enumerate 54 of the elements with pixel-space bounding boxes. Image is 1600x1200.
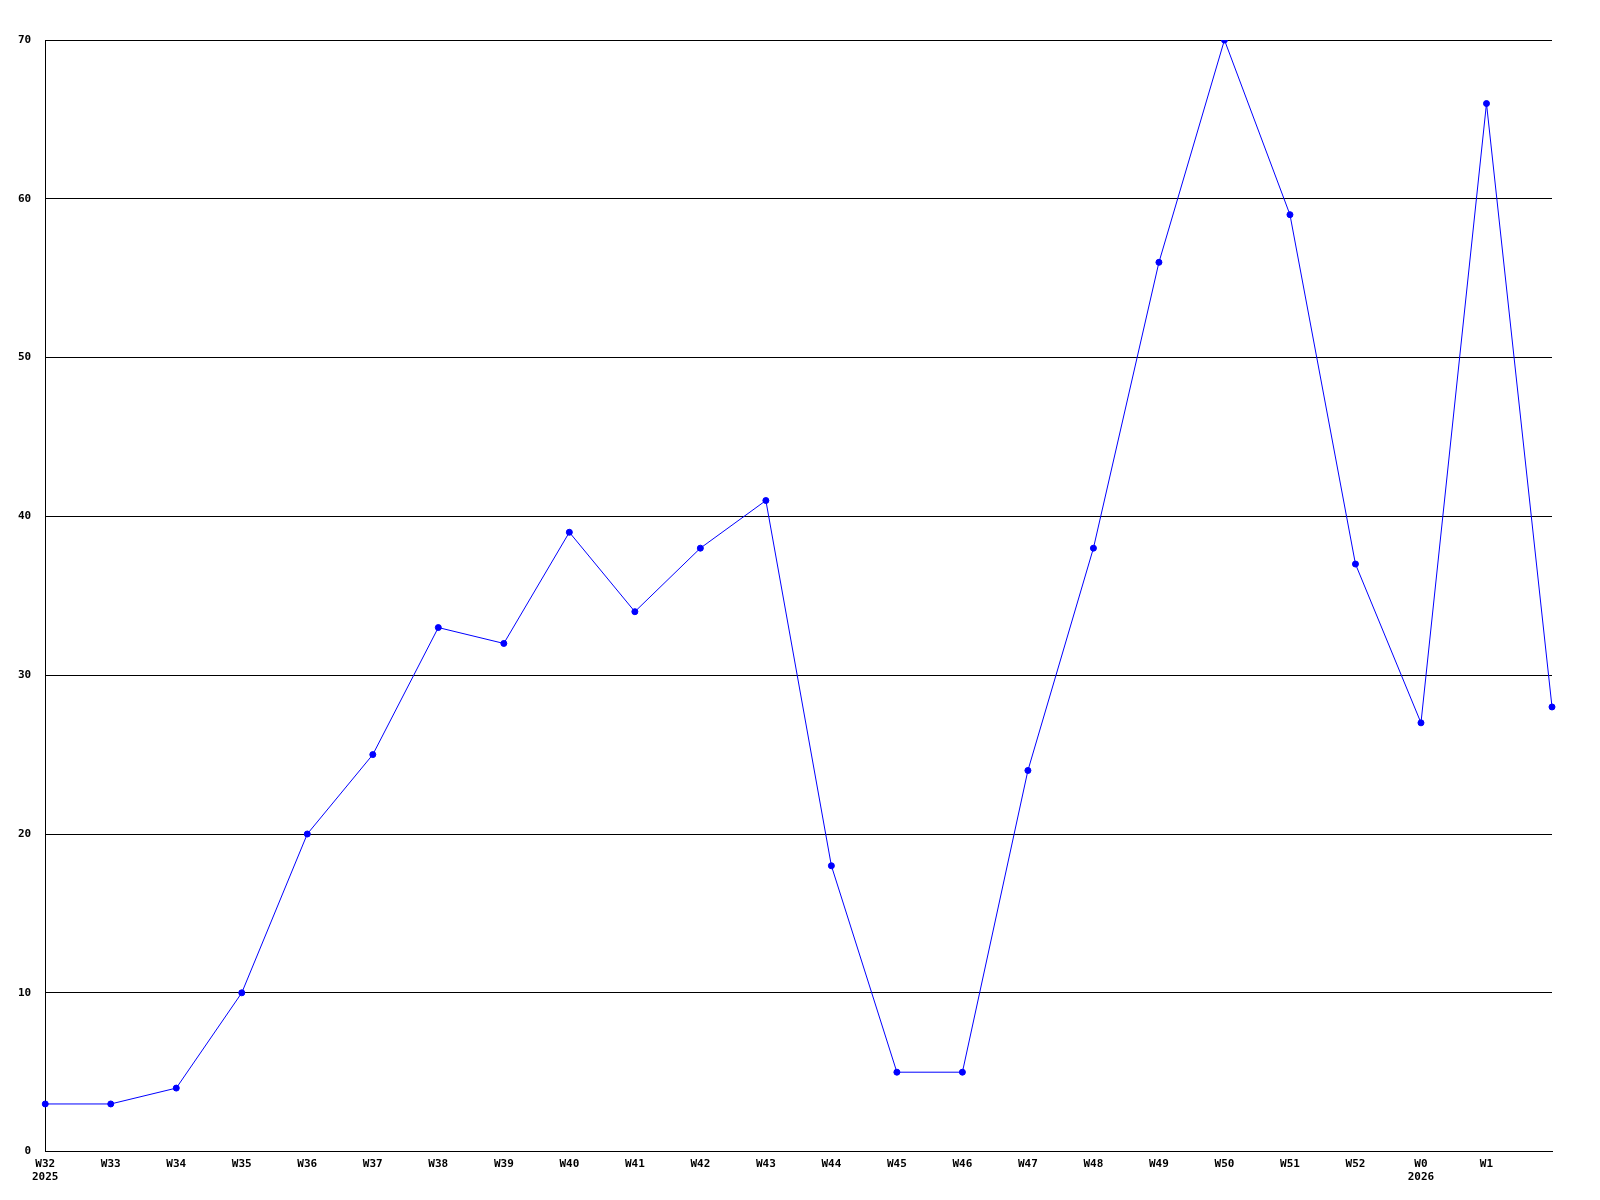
point [172, 1084, 180, 1092]
y-tick-label: 30 [18, 668, 32, 682]
y-tick-label: 60 [18, 191, 32, 205]
point [500, 639, 508, 647]
x-tick-label: W50 [1214, 1157, 1235, 1171]
y-tick-label: 70 [18, 32, 32, 46]
x-tick-label: W33 [100, 1157, 121, 1171]
x-tick-label: W32 2025 [32, 1157, 59, 1184]
point [434, 624, 442, 632]
y-tick-label: 10 [18, 985, 32, 999]
x-tick-label: W48 [1083, 1157, 1104, 1171]
point [369, 751, 377, 759]
point [1548, 703, 1556, 711]
point [1024, 766, 1032, 774]
point [893, 1068, 901, 1076]
point [631, 608, 639, 616]
point [238, 989, 246, 997]
point [107, 1100, 115, 1108]
point [565, 528, 573, 536]
x-tick-label: W34 [166, 1157, 187, 1171]
x-tick-label: W39 [493, 1157, 514, 1171]
x-tick-label: W38 [428, 1157, 449, 1171]
x-tick-label: W36 [297, 1157, 318, 1171]
point [1155, 258, 1163, 266]
x-tick-label: W47 [1017, 1157, 1038, 1171]
x-tick-label: W46 [952, 1157, 973, 1171]
x-tick-label: W49 [1149, 1157, 1169, 1171]
point [1089, 544, 1097, 552]
x-tick-label: W40 [559, 1157, 580, 1171]
y-tick-label: 0 [24, 1144, 32, 1158]
point [1351, 560, 1359, 568]
x-tick-label: W43 [755, 1157, 776, 1171]
x-tick-label: W1 [1479, 1157, 1494, 1171]
point [1286, 211, 1294, 219]
point [303, 830, 311, 838]
x-tick-label: W45 [886, 1157, 907, 1171]
y-tick-label: 20 [18, 826, 32, 840]
point [958, 1068, 966, 1076]
x-tick-label: W37 [362, 1157, 383, 1171]
x-tick-label: W51 [1280, 1157, 1301, 1171]
x-tick-label: W42 [690, 1157, 711, 1171]
y-tick-label: 40 [18, 509, 32, 523]
x-tick-label: W44 [821, 1157, 842, 1171]
point [696, 544, 704, 552]
point [762, 497, 770, 505]
y-tick-label: 50 [18, 350, 32, 364]
point [1417, 719, 1425, 727]
x-tick-label: W0 2026 [1407, 1157, 1435, 1184]
x-tick-label: W35 [231, 1157, 252, 1171]
point [1482, 100, 1490, 108]
x-tick-label: W41 [624, 1157, 646, 1171]
point [827, 862, 835, 870]
x-tick-label: W52 [1345, 1157, 1366, 1171]
point [41, 1100, 49, 1108]
